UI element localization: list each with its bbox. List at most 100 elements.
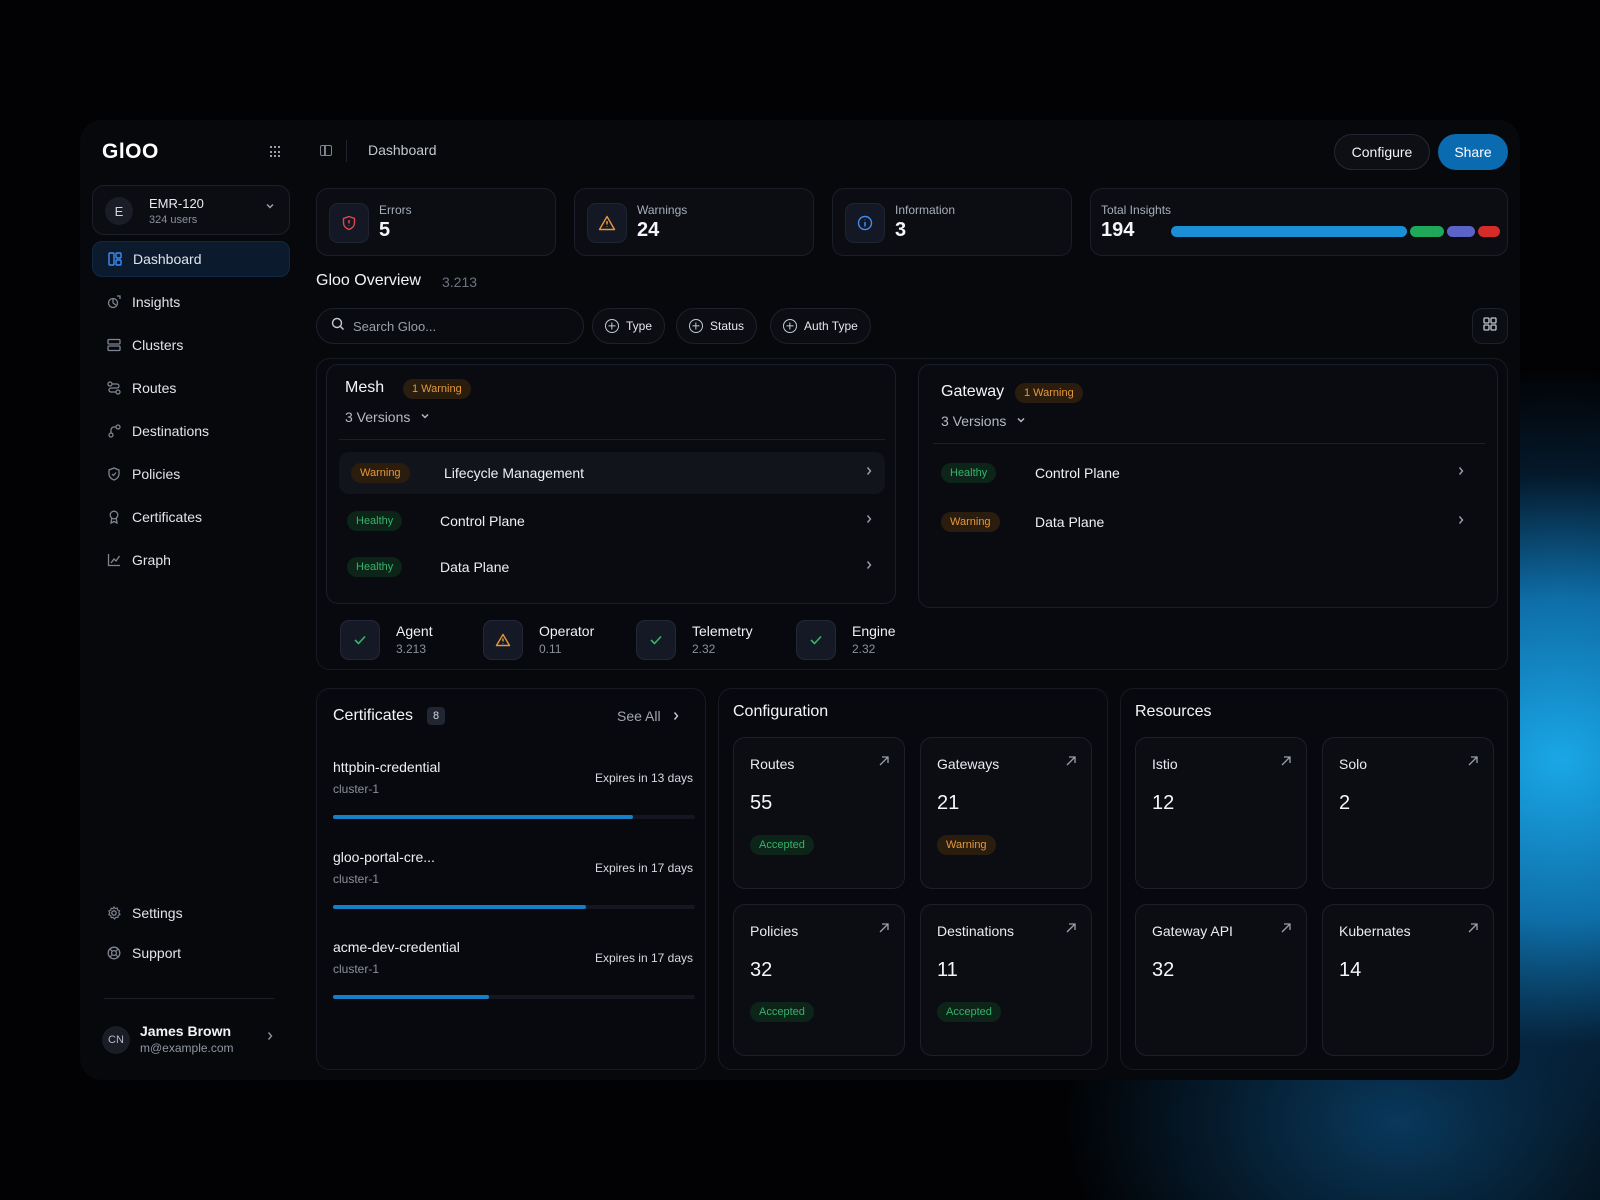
certificates-card: Certificates 8 See All httpbin-credentia…: [316, 688, 706, 1070]
other-segment: [1447, 226, 1475, 237]
shield-error-icon: [329, 203, 369, 243]
config-tile-gateways[interactable]: Gateways 21 Warning: [920, 737, 1092, 889]
tile-value: 12: [1152, 792, 1175, 814]
certificate-cluster: cluster-1: [333, 872, 380, 886]
certificate-cluster: cluster-1: [333, 962, 380, 976]
share-button[interactable]: Share: [1438, 134, 1508, 170]
filter-status-chip[interactable]: Status: [676, 308, 758, 344]
certificate-name[interactable]: acme-dev-credential: [333, 939, 460, 955]
sidebar-item-support[interactable]: Support: [92, 935, 290, 971]
certificate-cluster: cluster-1: [333, 782, 380, 796]
resource-tile-solo[interactable]: Solo 2: [1322, 737, 1494, 889]
user-avatar[interactable]: CN: [102, 1026, 130, 1054]
stat-label: Warnings: [637, 203, 688, 217]
search-box[interactable]: [316, 308, 584, 344]
component-name: Agent: [396, 623, 433, 639]
arrow-up-right-icon: [1467, 754, 1479, 772]
gateway-row-data-plane[interactable]: Warning Data Plane: [933, 501, 1485, 543]
sidebar-item-certificates[interactable]: Certificates: [92, 499, 290, 535]
warnings-stat-card[interactable]: Warnings 24: [574, 188, 814, 256]
healthy-segment: [1410, 226, 1444, 237]
stat-value: 5: [379, 219, 391, 241]
config-tile-policies[interactable]: Policies 32 Accepted: [733, 904, 905, 1056]
filter-auth-type-chip[interactable]: Auth Type: [770, 308, 871, 344]
award-icon: [106, 509, 122, 525]
certificate-progress-fill: [333, 905, 587, 909]
sidebar-item-graph[interactable]: Graph: [92, 542, 290, 578]
org-name: EMR-120: [149, 196, 204, 211]
sidebar-item-policies[interactable]: Policies: [92, 456, 290, 492]
resource-tile-gateway-api[interactable]: Gateway API 32: [1135, 904, 1307, 1056]
sidebar-item-settings[interactable]: Settings: [92, 895, 290, 931]
sidebar-item-insights[interactable]: Insights: [92, 284, 290, 320]
divider: [339, 439, 885, 440]
mesh-row-control-plane[interactable]: Healthy Control Plane: [339, 500, 885, 542]
mesh-card: Mesh 1 Warning 3 Versions Warning Lifecy…: [326, 364, 896, 604]
sidebar-item-label: Insights: [132, 294, 181, 310]
errors-stat-card[interactable]: Errors 5: [316, 188, 556, 256]
see-all-label: See All: [617, 708, 661, 724]
filter-label: Auth Type: [804, 319, 858, 333]
component-name: Engine: [852, 623, 896, 639]
filter-type-chip[interactable]: Type: [592, 308, 666, 344]
plus-circle-icon: [605, 319, 619, 333]
overview-title: Gloo Overview: [316, 272, 421, 289]
status-badge: Healthy: [347, 557, 403, 577]
toggle-sidebar-icon[interactable]: [320, 145, 332, 156]
gloo-logo[interactable]: GlOO: [102, 140, 159, 163]
stat-label: Total Insights: [1101, 203, 1172, 217]
tile-value: 21: [937, 792, 960, 814]
tile-value: 11: [937, 959, 958, 981]
status-badge: Healthy: [347, 511, 403, 531]
see-all-link[interactable]: See All: [617, 708, 680, 724]
sidebar-item-label: Clusters: [132, 337, 184, 353]
overview-version: 3.213: [442, 274, 478, 290]
certificates-title: Certificates: [333, 707, 414, 724]
mesh-row-lifecycle[interactable]: Warning Lifecycle Management: [339, 452, 885, 494]
sidebar-item-routes[interactable]: Routes: [92, 370, 290, 406]
user-name: James Brown: [140, 1023, 232, 1039]
total-insights-card[interactable]: Total Insights 194: [1090, 188, 1508, 256]
mesh-row-data-plane[interactable]: Healthy Data Plane: [339, 546, 885, 588]
apps-grid-icon[interactable]: [270, 146, 282, 158]
resource-tile-istio[interactable]: Istio 12: [1135, 737, 1307, 889]
gateway-row-control-plane[interactable]: Healthy Control Plane: [933, 452, 1485, 494]
status-badge: Warning: [941, 512, 1000, 532]
information-stat-card[interactable]: Information 3: [832, 188, 1072, 256]
configure-button[interactable]: Configure: [1334, 134, 1430, 170]
grid-view-button[interactable]: [1472, 308, 1508, 344]
status-badge: Accepted: [750, 1002, 814, 1022]
certificate-name[interactable]: gloo-portal-cre...: [333, 849, 435, 865]
grid-view-icon: [1483, 316, 1497, 336]
lifebuoy-icon: [106, 945, 122, 961]
versions-label: 3 Versions: [345, 409, 411, 425]
row-label: Control Plane: [440, 513, 525, 529]
tile-name: Gateways: [937, 756, 1000, 772]
chevron-right-icon: [1457, 465, 1465, 479]
sidebar-item-clusters[interactable]: Clusters: [92, 327, 290, 363]
stat-value: 3: [895, 219, 907, 241]
sidebar-item-destinations[interactable]: Destinations: [92, 413, 290, 449]
search-icon: [331, 317, 345, 336]
chevron-right-icon[interactable]: [266, 1030, 274, 1044]
search-input[interactable]: [353, 318, 563, 334]
resource-tile-kubernates[interactable]: Kubernates 14: [1322, 904, 1494, 1056]
filter-label: Type: [626, 319, 653, 333]
config-tile-routes[interactable]: Routes 55 Accepted: [733, 737, 905, 889]
sidebar-item-label: Policies: [132, 466, 181, 482]
certificate-name[interactable]: httpbin-credential: [333, 759, 441, 775]
resources-card: Resources Istio 12 Solo 2 Gateway API 32…: [1120, 688, 1508, 1070]
tile-name: Solo: [1339, 756, 1368, 772]
tile-value: 14: [1339, 959, 1362, 981]
status-badge: Healthy: [941, 463, 997, 483]
gateway-versions-dropdown[interactable]: 3 Versions: [941, 413, 1026, 429]
mesh-versions-dropdown[interactable]: 3 Versions: [345, 409, 430, 425]
config-tile-destinations[interactable]: Destinations 11 Accepted: [920, 904, 1092, 1056]
status-badge: Accepted: [750, 835, 814, 855]
sidebar-item-dashboard[interactable]: Dashboard: [92, 241, 290, 277]
arrow-up-right-icon: [878, 754, 890, 772]
information-segment: [1171, 226, 1407, 237]
org-switcher[interactable]: E EMR-120 324 users: [92, 185, 290, 235]
row-label: Lifecycle Management: [444, 465, 585, 481]
tile-name: Kubernates: [1339, 923, 1411, 939]
